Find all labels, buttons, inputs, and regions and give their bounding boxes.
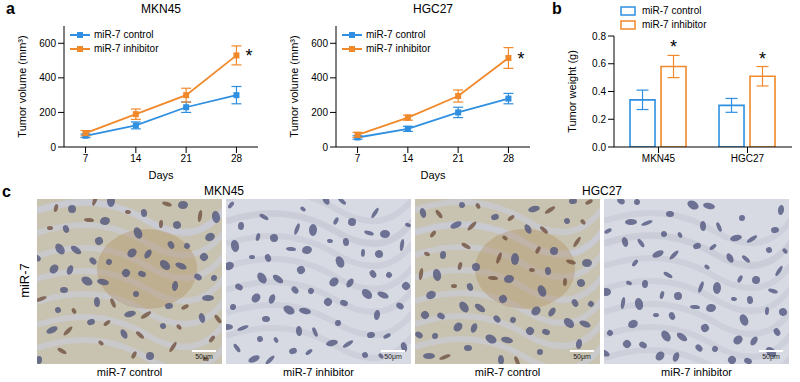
html-text:c: c bbox=[2, 183, 11, 200]
html-text:a: a bbox=[6, 0, 15, 17]
svg-text:600: 600 bbox=[39, 38, 56, 49]
html-text:MKN45: MKN45 bbox=[141, 2, 181, 16]
svg-text:0: 0 bbox=[322, 142, 328, 153]
svg-text:*: * bbox=[245, 46, 252, 66]
svg-text:0.4: 0.4 bbox=[592, 86, 606, 97]
html-text:miR-7 inhibitor: miR-7 inhibitor bbox=[283, 366, 354, 378]
svg-text:*: * bbox=[517, 49, 524, 69]
svg-text:*: * bbox=[759, 49, 766, 69]
svg-text:400: 400 bbox=[39, 72, 56, 83]
html-text:50μm: 50μm bbox=[573, 353, 591, 360]
html-text:miR-7 inhibitor: miR-7 inhibitor bbox=[94, 43, 159, 54]
html-text:HGC27: HGC27 bbox=[582, 184, 622, 198]
svg-text:0.6: 0.6 bbox=[592, 58, 606, 69]
svg-text:200: 200 bbox=[39, 107, 56, 118]
html-text:HGC27: HGC27 bbox=[413, 2, 453, 16]
html-text:miR-7 control: miR-7 control bbox=[642, 5, 702, 16]
html-text:50μm: 50μm bbox=[762, 353, 780, 360]
svg-text:0.8: 0.8 bbox=[592, 31, 606, 42]
html-text:50μm: 50μm bbox=[384, 353, 402, 360]
svg-text:Days: Days bbox=[420, 169, 446, 181]
html-text:miR-7 inhibitor: miR-7 inhibitor bbox=[366, 43, 431, 54]
html-text:miR-7 control: miR-7 control bbox=[474, 366, 541, 378]
html-text:miR-7 control: miR-7 control bbox=[366, 29, 426, 40]
svg-text:Tumor weight (g): Tumor weight (g) bbox=[566, 50, 578, 133]
svg-text:14: 14 bbox=[130, 153, 142, 164]
svg-text:Tumor volume (mm³): Tumor volume (mm³) bbox=[288, 35, 300, 137]
svg-text:Days: Days bbox=[148, 169, 174, 181]
svg-text:Tumor volume (mm³): Tumor volume (mm³) bbox=[16, 35, 28, 137]
svg-text:600: 600 bbox=[311, 38, 328, 49]
svg-text:7: 7 bbox=[355, 153, 361, 164]
svg-text:28: 28 bbox=[503, 153, 515, 164]
html-text:miR-7: miR-7 bbox=[16, 263, 32, 298]
html-text:miR-7 control: miR-7 control bbox=[94, 29, 154, 40]
svg-text:21: 21 bbox=[181, 153, 193, 164]
svg-text:7: 7 bbox=[83, 153, 89, 164]
svg-text:0: 0 bbox=[50, 142, 56, 153]
svg-text:200: 200 bbox=[311, 107, 328, 118]
svg-text:28: 28 bbox=[231, 153, 243, 164]
svg-text:HGC27: HGC27 bbox=[731, 153, 765, 164]
html-text:miR-7 inhibitor: miR-7 inhibitor bbox=[642, 19, 707, 30]
html-text:50μm: 50μm bbox=[195, 353, 213, 360]
html-text:b: b bbox=[552, 0, 562, 17]
svg-text:0.0: 0.0 bbox=[592, 142, 606, 153]
svg-text:0.2: 0.2 bbox=[592, 114, 606, 125]
svg-text:*: * bbox=[670, 37, 677, 57]
svg-text:14: 14 bbox=[402, 153, 414, 164]
svg-text:21: 21 bbox=[453, 153, 465, 164]
html-text:MKN45: MKN45 bbox=[204, 184, 244, 198]
html-text:miR-7 control: miR-7 control bbox=[96, 366, 163, 378]
svg-text:400: 400 bbox=[311, 72, 328, 83]
html-text:miR-7 inhibitor: miR-7 inhibitor bbox=[661, 366, 732, 378]
svg-text:MKN45: MKN45 bbox=[642, 153, 676, 164]
